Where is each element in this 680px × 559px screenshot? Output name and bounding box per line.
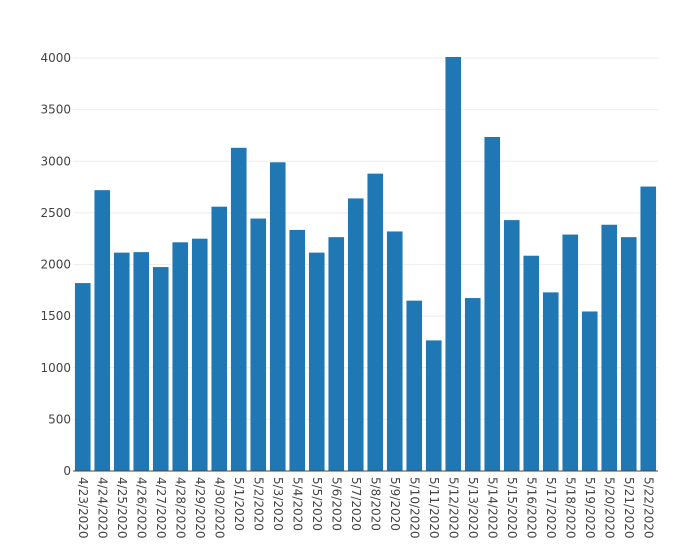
x-tick-label: 4/29/2020 [193,477,207,539]
x-tick-label: 5/19/2020 [583,477,597,539]
y-tick-label: 0 [63,464,71,478]
bar [74,283,91,471]
x-tick-label: 4/28/2020 [173,477,187,539]
x-tick-label: 5/1/2020 [232,477,246,531]
bar [503,220,520,471]
bar [308,252,325,471]
x-tick-label: 5/6/2020 [329,477,343,531]
x-tick-label: 5/17/2020 [544,477,558,539]
x-tick-label: 5/15/2020 [505,477,519,539]
x-tick-label: 5/7/2020 [349,477,363,531]
bar [367,173,384,471]
bar [601,224,618,471]
bar [445,56,462,471]
bar [230,147,247,471]
bar [620,237,637,471]
bar [542,292,559,471]
bars [74,56,657,472]
bar [269,162,286,471]
bar [347,198,364,472]
y-gridlines [73,57,658,420]
bar [562,234,579,471]
y-tick-label: 500 [48,412,71,426]
bar [172,242,189,471]
bar [191,238,208,471]
x-tick-label: 5/14/2020 [485,477,499,539]
bar [640,186,657,471]
bar [113,252,130,471]
bar [523,255,540,471]
bar [152,267,169,471]
x-tick-label: 4/23/2020 [76,477,90,539]
bar [386,231,403,471]
x-tick-label: 4/30/2020 [212,477,226,539]
x-tick-label: 5/13/2020 [466,477,480,539]
y-tick-label: 3500 [40,103,71,117]
x-tick-label: 5/12/2020 [446,477,460,539]
y-tick-label: 2500 [40,206,71,220]
x-axis-tick-labels: 4/23/2020 4/24/2020 4/25/2020 4/26/2020 4/27… [76,477,656,539]
bar [464,298,481,471]
x-tick-label: 4/26/2020 [134,477,148,539]
bar [250,218,267,471]
x-tick-label: 5/8/2020 [368,477,382,531]
x-tick-label: 5/20/2020 [602,477,616,539]
bar [406,300,423,471]
bar [289,229,306,471]
bar [211,206,228,471]
x-tick-label: 5/10/2020 [407,477,421,539]
x-tick-label: 5/3/2020 [271,477,285,531]
x-tick-label: 5/11/2020 [427,477,441,539]
y-tick-label: 4000 [40,51,71,65]
x-tick-label: 5/2/2020 [251,477,265,531]
bar [94,190,111,471]
x-tick-label: 5/16/2020 [524,477,538,539]
bar [328,237,345,471]
bar [425,340,442,471]
y-axis-tick-labels: 0 500 1000 1500 2000 2500 3000 3500 4000 [40,51,71,478]
x-tick-label: 4/25/2020 [115,477,129,539]
y-tick-label: 1000 [40,361,71,375]
x-tick-label: 5/18/2020 [563,477,577,539]
x-tick-label: 4/27/2020 [154,477,168,539]
x-tick-label: 5/21/2020 [622,477,636,539]
x-tick-label: 5/22/2020 [641,477,655,539]
bar [133,252,150,471]
y-tick-label: 1500 [40,309,71,323]
x-tick-label: 5/4/2020 [290,477,304,531]
y-tick-label: 3000 [40,154,71,168]
x-tick-label: 4/24/2020 [95,477,109,539]
bar [581,311,598,471]
x-tick-label: 5/5/2020 [310,477,324,531]
y-tick-label: 2000 [40,258,71,272]
x-tick-label: 5/9/2020 [388,477,402,531]
bar [484,136,501,471]
